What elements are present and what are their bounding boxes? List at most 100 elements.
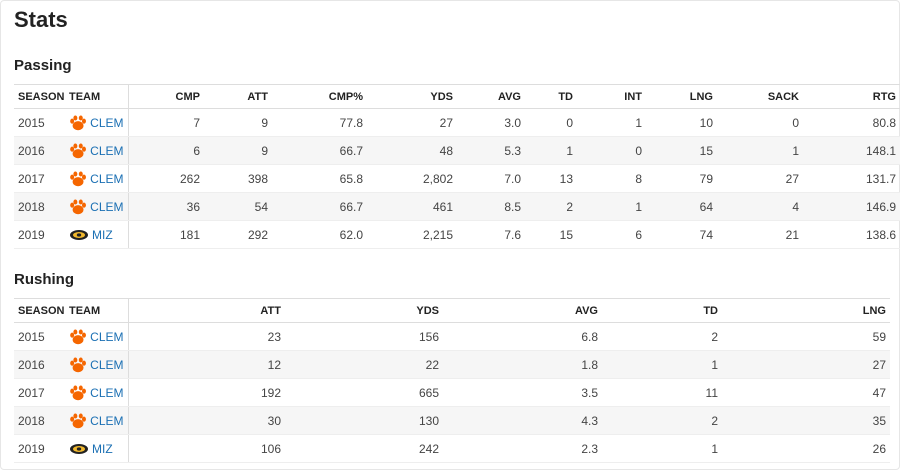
yds-cell: 22 bbox=[285, 350, 443, 379]
passing-row: 2015 CLEM 7 9 77.8 27 3.0 0 1 10 0 80.8 bbox=[14, 108, 900, 137]
rushing-table: SEASON TEAM ATT YDS AVG TD LNG 2015 CLEM 23 156 6.… bbox=[14, 298, 890, 463]
rushing-header-lng[interactable]: LNG bbox=[722, 298, 890, 323]
avg-cell: 5.3 bbox=[457, 136, 525, 165]
team-cell: CLEM bbox=[65, 136, 129, 165]
rushing-row: 2018 CLEM 30 130 4.3 2 35 bbox=[14, 406, 890, 435]
passing-header-cmp-pct[interactable]: CMP% bbox=[272, 84, 367, 109]
rushing-header-att[interactable]: ATT bbox=[128, 298, 285, 323]
avg-cell: 7.0 bbox=[457, 164, 525, 193]
team-name[interactable]: MIZ bbox=[92, 441, 113, 456]
team-link[interactable]: CLEM bbox=[69, 142, 124, 160]
team-link[interactable]: CLEM bbox=[69, 198, 124, 216]
att-cell: 30 bbox=[128, 406, 285, 435]
yds-cell: 461 bbox=[367, 192, 457, 221]
sack-cell: 4 bbox=[717, 192, 803, 221]
avg-cell: 2.3 bbox=[443, 434, 602, 463]
yds-cell: 48 bbox=[367, 136, 457, 165]
lng-cell: 15 bbox=[646, 136, 717, 165]
team-name[interactable]: CLEM bbox=[90, 357, 124, 372]
rushing-row: 2017 CLEM 192 665 3.5 11 47 bbox=[14, 378, 890, 407]
lng-cell: 64 bbox=[646, 192, 717, 221]
yds-cell: 156 bbox=[285, 322, 443, 351]
lng-cell: 27 bbox=[722, 350, 890, 379]
int-cell: 6 bbox=[577, 220, 646, 249]
passing-header-lng[interactable]: LNG bbox=[646, 84, 717, 109]
team-link[interactable]: MIZ bbox=[69, 226, 124, 244]
yds-cell: 2,802 bbox=[367, 164, 457, 193]
season-cell: 2015 bbox=[14, 322, 65, 351]
rushing-header-season[interactable]: SEASON bbox=[14, 298, 65, 323]
sack-cell: 21 bbox=[717, 220, 803, 249]
passing-header-td[interactable]: TD bbox=[525, 84, 577, 109]
team-name[interactable]: CLEM bbox=[90, 199, 124, 214]
team-name[interactable]: CLEM bbox=[90, 329, 124, 344]
rushing-header-team[interactable]: TEAM bbox=[65, 298, 129, 323]
team-name[interactable]: CLEM bbox=[90, 143, 124, 158]
passing-header-cmp[interactable]: CMP bbox=[128, 84, 204, 109]
td-cell: 15 bbox=[525, 220, 577, 249]
avg-cell: 4.3 bbox=[443, 406, 602, 435]
rtg-cell: 138.6 bbox=[803, 220, 900, 249]
team-cell: CLEM bbox=[65, 108, 129, 137]
clemson-paw-icon bbox=[70, 170, 86, 186]
passing-header-att[interactable]: ATT bbox=[204, 84, 272, 109]
rushing-header-avg[interactable]: AVG bbox=[443, 298, 602, 323]
clemson-paw-icon bbox=[70, 328, 86, 344]
rushing-section-title: Rushing bbox=[14, 271, 74, 288]
passing-header-avg[interactable]: AVG bbox=[457, 84, 525, 109]
lng-cell: 74 bbox=[646, 220, 717, 249]
team-link[interactable]: CLEM bbox=[69, 114, 124, 132]
td-cell: 2 bbox=[525, 192, 577, 221]
att-cell: 54 bbox=[204, 192, 272, 221]
passing-header-team[interactable]: TEAM bbox=[65, 84, 129, 109]
rtg-cell: 146.9 bbox=[803, 192, 900, 221]
team-link[interactable]: CLEM bbox=[69, 412, 124, 430]
passing-header-season[interactable]: SEASON bbox=[14, 84, 65, 109]
team-link[interactable]: CLEM bbox=[69, 356, 124, 374]
yds-cell: 27 bbox=[367, 108, 457, 137]
passing-header-yds[interactable]: YDS bbox=[367, 84, 457, 109]
passing-row: 2017 CLEM 262 398 65.8 2,802 7.0 13 8 79 27 131.7 bbox=[14, 164, 900, 193]
passing-header-int[interactable]: INT bbox=[577, 84, 646, 109]
passing-header-sack[interactable]: SACK bbox=[717, 84, 803, 109]
rushing-row: 2016 CLEM 12 22 1.8 1 27 bbox=[14, 350, 890, 379]
season-cell: 2018 bbox=[14, 192, 65, 221]
rushing-header-td[interactable]: TD bbox=[602, 298, 722, 323]
cmp-cell: 36 bbox=[128, 192, 204, 221]
team-name[interactable]: CLEM bbox=[90, 115, 124, 130]
cmp-cell: 6 bbox=[128, 136, 204, 165]
att-cell: 12 bbox=[128, 350, 285, 379]
team-link[interactable]: CLEM bbox=[69, 384, 124, 402]
rushing-header-yds[interactable]: YDS bbox=[285, 298, 443, 323]
team-link[interactable]: CLEM bbox=[69, 170, 124, 188]
team-name[interactable]: CLEM bbox=[90, 385, 124, 400]
season-cell: 2018 bbox=[14, 406, 65, 435]
att-cell: 9 bbox=[204, 136, 272, 165]
team-name[interactable]: CLEM bbox=[90, 171, 124, 186]
avg-cell: 8.5 bbox=[457, 192, 525, 221]
pct-cell: 77.8 bbox=[272, 108, 367, 137]
team-name[interactable]: CLEM bbox=[90, 413, 124, 428]
att-cell: 106 bbox=[128, 434, 285, 463]
missouri-tiger-icon bbox=[70, 229, 88, 240]
team-link[interactable]: CLEM bbox=[69, 328, 124, 346]
team-name[interactable]: MIZ bbox=[92, 227, 113, 242]
td-cell: 2 bbox=[602, 406, 722, 435]
avg-cell: 7.6 bbox=[457, 220, 525, 249]
team-cell: CLEM bbox=[65, 322, 129, 351]
lng-cell: 47 bbox=[722, 378, 890, 407]
team-link[interactable]: MIZ bbox=[69, 440, 124, 458]
yds-cell: 130 bbox=[285, 406, 443, 435]
yds-cell: 2,215 bbox=[367, 220, 457, 249]
rtg-cell: 148.1 bbox=[803, 136, 900, 165]
lng-cell: 59 bbox=[722, 322, 890, 351]
team-cell: CLEM bbox=[65, 164, 129, 193]
td-cell: 0 bbox=[525, 108, 577, 137]
clemson-paw-icon bbox=[70, 412, 86, 428]
sack-cell: 27 bbox=[717, 164, 803, 193]
clemson-paw-icon bbox=[70, 198, 86, 214]
avg-cell: 3.5 bbox=[443, 378, 602, 407]
passing-header-rtg[interactable]: RTG bbox=[803, 84, 900, 109]
pct-cell: 65.8 bbox=[272, 164, 367, 193]
team-cell: MIZ bbox=[65, 434, 129, 463]
